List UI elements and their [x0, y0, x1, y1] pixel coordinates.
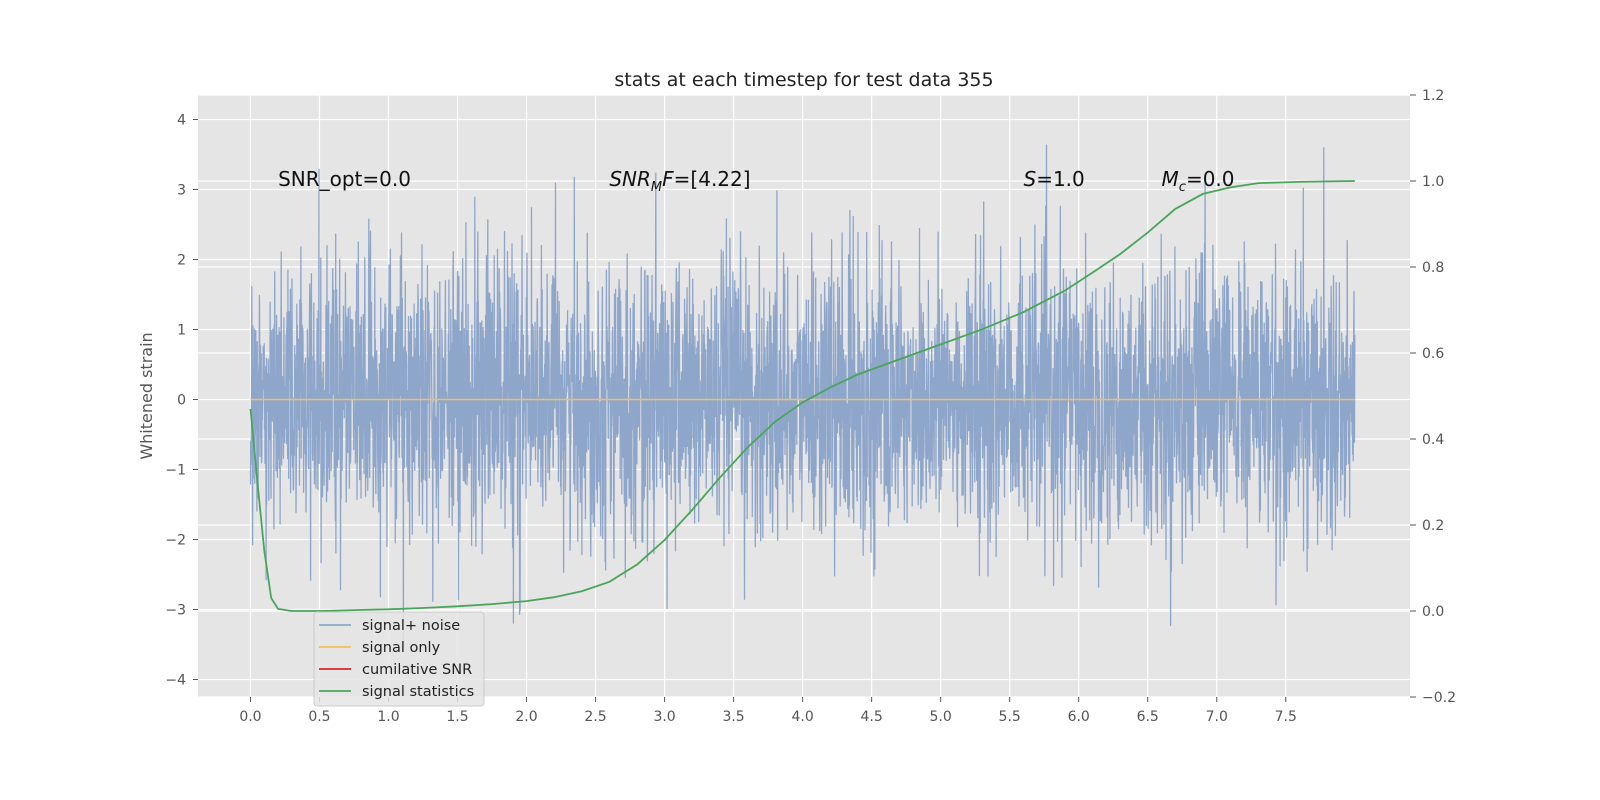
- legend-box: [313, 611, 485, 707]
- y2-tick-label: 0.0: [1422, 604, 1444, 620]
- legend-label: signal only: [362, 640, 441, 656]
- x-tick-label: 6.5: [1137, 709, 1159, 725]
- y-axis-label: Whitened strain: [137, 332, 156, 459]
- legend: signal+ noise signal only cumilative SNR si…: [313, 611, 485, 707]
- legend-label: signal+ noise: [362, 618, 460, 634]
- y-tick-label: −4: [165, 673, 186, 689]
- y2-tick-label: 0.6: [1422, 346, 1444, 362]
- annotations: SNR_opt=0.0 SNRMF=[4.22] S=1.0 Mc=0.0: [278, 167, 1234, 195]
- x-tick-label: 4.5: [861, 709, 883, 725]
- legend-label: signal statistics: [362, 684, 474, 700]
- x-tick-label: 0.0: [239, 709, 261, 725]
- y-tick-label: −3: [165, 603, 186, 619]
- y2-tick-label: 0.8: [1422, 260, 1444, 276]
- x-tick-label: 2.0: [515, 709, 537, 725]
- annotation-2: S=1.0: [1023, 167, 1084, 191]
- y-tick-label: −2: [165, 533, 186, 549]
- y-tick-label: 0: [177, 393, 186, 409]
- axes: 0.0 0.5 1.0 1.5 2.0 2.5 3.0 3.5 4.0 4.5 5.0 5.5 6.0 6…: [165, 88, 1456, 725]
- x-tick-label: 7.0: [1206, 709, 1228, 725]
- signal-plus-noise-series: [249, 144, 1356, 651]
- x-tick-label: 1.0: [377, 709, 399, 725]
- x-tick-label: 6.0: [1068, 709, 1090, 725]
- y-tick-label: −1: [165, 463, 186, 479]
- x-tick-label: 4.0: [791, 709, 813, 725]
- annotation-0: SNR_opt=0.0: [278, 167, 411, 191]
- x-tick-label: 0.5: [308, 709, 330, 725]
- x-tick-label: 3.0: [653, 709, 675, 725]
- line-series-layer: [249, 180, 1355, 612]
- y-tick-label: 2: [177, 253, 186, 269]
- x-tick-label: 5.5: [999, 709, 1021, 725]
- x-tick-label: 5.0: [930, 709, 952, 725]
- y2-tick-label: 1.0: [1422, 174, 1444, 190]
- x-tick-label: 2.5: [584, 709, 606, 725]
- x-tick-label: 1.5: [446, 709, 468, 725]
- annotation-3: Mc=0.0: [1162, 167, 1235, 195]
- legend-label: cumilative SNR: [362, 662, 472, 678]
- y2-tick-label: 1.2: [1422, 88, 1444, 104]
- series-signal-plus-noise-line: [249, 144, 1356, 651]
- annotation-1: SNRMF=[4.22]: [609, 167, 750, 195]
- x-tick-label: 3.5: [722, 709, 744, 725]
- y-tick-label: 3: [177, 183, 186, 199]
- y-tick-label: 1: [177, 323, 186, 339]
- series-line-3: [249, 180, 1355, 612]
- y-tick-label: 4: [177, 113, 186, 129]
- y2-tick-label: 0.2: [1422, 518, 1444, 534]
- x-tick-label: 7.5: [1275, 709, 1297, 725]
- y2-tick-label: 0.4: [1422, 432, 1444, 448]
- chart-title: stats at each timestep for test data 355: [614, 69, 993, 91]
- y2-tick-label: −0.2: [1422, 690, 1456, 706]
